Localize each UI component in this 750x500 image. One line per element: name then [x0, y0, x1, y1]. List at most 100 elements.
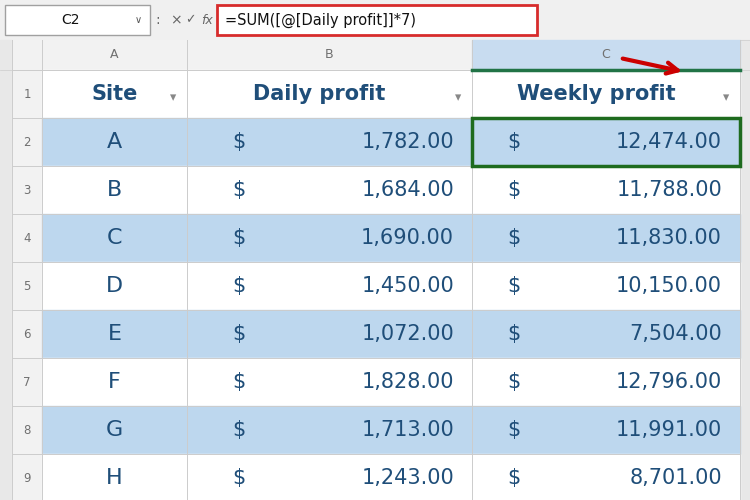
- Text: D: D: [106, 276, 123, 296]
- Bar: [12, 214, 42, 262]
- Bar: [42, 166, 187, 214]
- Text: $: $: [232, 420, 246, 440]
- Bar: [472, 70, 740, 118]
- Bar: [187, 214, 472, 262]
- Bar: [187, 454, 472, 500]
- Text: 1,690.00: 1,690.00: [361, 228, 454, 248]
- Text: $: $: [232, 228, 246, 248]
- Bar: [42, 310, 187, 358]
- Text: $: $: [507, 276, 520, 296]
- Text: A: A: [110, 48, 118, 62]
- Bar: [187, 262, 472, 310]
- Text: 1,713.00: 1,713.00: [362, 420, 454, 440]
- Text: 1,782.00: 1,782.00: [362, 132, 454, 152]
- Text: G: G: [106, 420, 123, 440]
- Text: =SUM([@[Daily profit]]*7): =SUM([@[Daily profit]]*7): [225, 12, 416, 28]
- Text: A: A: [106, 132, 122, 152]
- Text: 11,788.00: 11,788.00: [616, 180, 722, 200]
- Bar: [472, 118, 740, 166]
- FancyBboxPatch shape: [5, 5, 150, 35]
- Text: C: C: [106, 228, 122, 248]
- Text: F: F: [108, 372, 121, 392]
- Text: 8: 8: [23, 424, 31, 436]
- Bar: [12, 310, 42, 358]
- Bar: [12, 166, 42, 214]
- Bar: [472, 310, 740, 358]
- Text: ∨: ∨: [134, 15, 142, 25]
- Bar: [472, 406, 740, 454]
- Bar: [42, 70, 187, 118]
- Text: B: B: [326, 48, 334, 62]
- Text: 5: 5: [23, 280, 31, 292]
- Bar: [187, 40, 472, 70]
- Text: H: H: [106, 468, 123, 488]
- Text: :: :: [155, 13, 160, 27]
- Text: 1,072.00: 1,072.00: [362, 324, 454, 344]
- Text: 1,243.00: 1,243.00: [362, 468, 454, 488]
- Text: 6: 6: [23, 328, 31, 340]
- Bar: [740, 40, 750, 500]
- Bar: [472, 454, 740, 500]
- Text: 1,450.00: 1,450.00: [362, 276, 454, 296]
- Text: C2: C2: [61, 13, 80, 27]
- Text: 11,991.00: 11,991.00: [616, 420, 722, 440]
- Text: $: $: [507, 420, 520, 440]
- Bar: [472, 118, 740, 166]
- Text: $: $: [507, 132, 520, 152]
- Bar: [12, 40, 42, 70]
- Bar: [42, 358, 187, 406]
- Bar: [187, 166, 472, 214]
- Text: 7,504.00: 7,504.00: [629, 324, 722, 344]
- Text: 3: 3: [23, 184, 31, 196]
- Bar: [42, 214, 187, 262]
- Text: E: E: [107, 324, 122, 344]
- Text: $: $: [507, 180, 520, 200]
- Text: $: $: [232, 468, 246, 488]
- Text: $: $: [507, 324, 520, 344]
- FancyBboxPatch shape: [217, 5, 537, 35]
- Bar: [472, 40, 740, 70]
- Bar: [187, 358, 472, 406]
- Text: 9: 9: [23, 472, 31, 484]
- Text: Site: Site: [92, 84, 138, 104]
- Bar: [187, 310, 472, 358]
- Text: $: $: [507, 468, 520, 488]
- Bar: [12, 454, 42, 500]
- Text: $: $: [507, 228, 520, 248]
- Text: ×: ×: [170, 13, 182, 27]
- Text: 10,150.00: 10,150.00: [616, 276, 722, 296]
- Bar: [0, 40, 750, 70]
- Bar: [42, 262, 187, 310]
- Bar: [187, 118, 472, 166]
- Bar: [42, 40, 187, 70]
- Bar: [187, 406, 472, 454]
- Bar: [12, 118, 42, 166]
- Text: Daily profit: Daily profit: [254, 84, 386, 104]
- Bar: [472, 262, 740, 310]
- Text: $: $: [232, 324, 246, 344]
- Text: 4: 4: [23, 232, 31, 244]
- Text: 8,701.00: 8,701.00: [629, 468, 722, 488]
- Text: ▾: ▾: [723, 92, 729, 104]
- Text: 1: 1: [23, 88, 31, 101]
- Bar: [12, 70, 42, 118]
- Bar: [12, 406, 42, 454]
- Bar: [0, 0, 750, 40]
- Text: fx: fx: [201, 14, 213, 26]
- Bar: [472, 214, 740, 262]
- Bar: [187, 70, 472, 118]
- Text: 1,684.00: 1,684.00: [362, 180, 454, 200]
- Text: 1,828.00: 1,828.00: [362, 372, 454, 392]
- Text: 2: 2: [23, 136, 31, 148]
- Text: 7: 7: [23, 376, 31, 388]
- Text: $: $: [232, 180, 246, 200]
- Text: ✓: ✓: [185, 14, 196, 26]
- Text: $: $: [232, 372, 246, 392]
- Text: B: B: [106, 180, 122, 200]
- Text: 11,830.00: 11,830.00: [616, 228, 722, 248]
- Text: 12,474.00: 12,474.00: [616, 132, 722, 152]
- Text: Weekly profit: Weekly profit: [517, 84, 675, 104]
- Bar: [42, 406, 187, 454]
- Bar: [42, 454, 187, 500]
- Bar: [12, 262, 42, 310]
